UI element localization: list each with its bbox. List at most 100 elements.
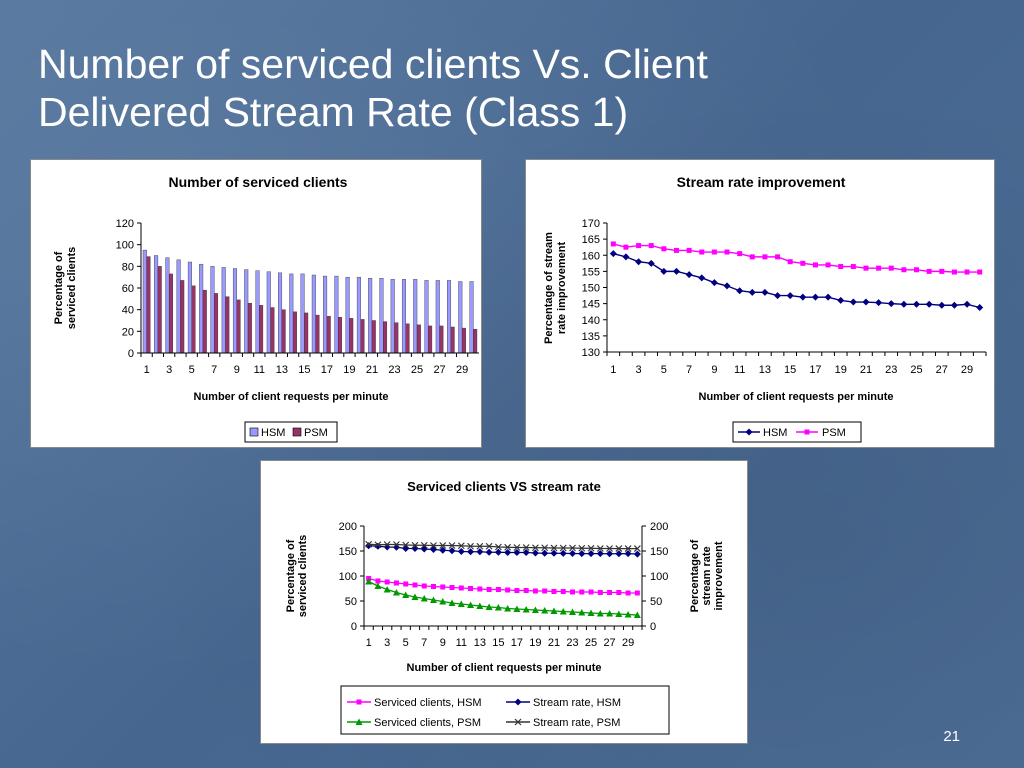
- bar-psm-1: [146, 256, 151, 354]
- point-serviced-clients-psm-4: [392, 589, 400, 596]
- x-tick-label: 19: [529, 637, 541, 649]
- point-stream-rate-psm-30: [633, 545, 641, 553]
- bar-psm-28: [450, 326, 455, 354]
- bar-psm-15: [304, 312, 309, 354]
- bar-psm-22: [383, 321, 388, 354]
- bar-psm-16: [315, 314, 320, 354]
- bar-hsm-21: [368, 278, 373, 354]
- point-stream-rate-psm-28: [615, 545, 623, 553]
- bar-hsm-30: [469, 281, 474, 354]
- point-stream-rate-hsm-21: [550, 549, 558, 557]
- point-stream-rate-psm-24: [578, 544, 586, 552]
- point-stream-rate-hsm-18: [522, 549, 530, 556]
- bar-hsm-12: [266, 271, 271, 354]
- y-axis-right-title-line-3: improvement: [713, 541, 725, 610]
- x-tick-label: 1: [610, 364, 616, 376]
- serviced-clients-chart-panel: Number of serviced clients Number of cli…: [30, 159, 482, 448]
- slide-number: 21: [943, 728, 960, 745]
- point-serviced-clients-hsm-11: [458, 585, 464, 591]
- y-axis-title-line-2: serviced clients: [66, 247, 78, 330]
- x-tick-label: 29: [622, 637, 634, 649]
- bar-psm-7: [214, 293, 219, 354]
- point-hsm-11: [736, 287, 744, 295]
- point-hsm-10: [723, 282, 731, 290]
- chart-title: Stream rate improvement: [677, 174, 846, 190]
- legend: HSM PSM: [244, 421, 338, 443]
- x-tick-label: 29: [961, 364, 973, 376]
- point-hsm-9: [710, 279, 718, 287]
- x-tick-label: 23: [566, 637, 578, 649]
- bar-psm-29: [461, 327, 466, 354]
- series-line-serviced-clients-psm: [368, 580, 638, 616]
- legend-marker-hsm: [745, 428, 753, 436]
- y-right-tick-label: 100: [650, 571, 668, 583]
- point-serviced-clients-hsm-17: [514, 588, 520, 593]
- point-hsm-12: [748, 288, 756, 296]
- bar-hsm-3: [165, 257, 170, 354]
- y-axis-right-title-line-1: Percentage of: [689, 539, 701, 612]
- y-tick-label: 140: [582, 315, 600, 327]
- x-tick-label: 21: [366, 364, 378, 376]
- point-serviced-clients-psm-2: [374, 582, 382, 589]
- y-tick-label: 120: [116, 218, 134, 230]
- point-serviced-clients-psm-8: [430, 596, 437, 603]
- point-stream-rate-psm-22: [559, 544, 567, 552]
- point-serviced-clients-hsm-26: [597, 590, 603, 595]
- point-serviced-clients-hsm-24: [579, 589, 585, 595]
- point-hsm-7: [685, 271, 693, 279]
- point-stream-rate-psm-7: [420, 541, 428, 549]
- point-stream-rate-psm-9: [439, 542, 447, 549]
- point-psm-11: [737, 251, 743, 257]
- point-serviced-clients-psm-26: [596, 610, 604, 617]
- bar-psm-25: [416, 324, 421, 354]
- point-hsm-19: [837, 296, 845, 304]
- y-tick-label: 155: [582, 266, 600, 278]
- point-stream-rate-psm-26: [596, 545, 604, 552]
- point-stream-rate-psm-14: [485, 542, 493, 550]
- point-hsm-30: [976, 303, 984, 311]
- point-serviced-clients-psm-29: [624, 611, 632, 618]
- bar-hsm-4: [176, 259, 181, 354]
- point-hsm-15: [786, 292, 794, 300]
- point-stream-rate-hsm-13: [476, 548, 484, 556]
- point-stream-rate-psm-8: [430, 542, 437, 549]
- point-hsm-6: [672, 267, 680, 275]
- point-hsm-16: [799, 293, 807, 301]
- point-serviced-clients-hsm-2: [375, 578, 381, 584]
- point-serviced-clients-psm-28: [615, 610, 623, 617]
- bar-hsm-5: [187, 261, 192, 354]
- serviced-vs-stream-chart-panel: Serviced clients VS stream rate Number o…: [260, 460, 748, 744]
- point-serviced-clients-hsm-28: [616, 590, 622, 595]
- point-hsm-5: [660, 267, 668, 275]
- point-stream-rate-psm-6: [411, 541, 419, 549]
- point-stream-rate-hsm-2: [374, 542, 382, 550]
- bar-hsm-9: [232, 268, 237, 354]
- bar-psm-19: [349, 318, 354, 354]
- x-tick-label: 7: [211, 364, 217, 376]
- point-hsm-8: [698, 274, 706, 282]
- stream-rate-chart-panel: Stream rate improvement Number of client…: [525, 159, 995, 448]
- point-stream-rate-hsm-1: [365, 542, 373, 550]
- point-serviced-clients-psm-11: [457, 600, 465, 607]
- x-tick-label: 17: [321, 364, 333, 376]
- bar-hsm-26: [424, 280, 429, 354]
- point-psm-10: [724, 249, 730, 255]
- point-hsm-24: [900, 300, 908, 308]
- bar-hsm-17: [323, 275, 328, 354]
- point-serviced-clients-psm-3: [383, 586, 391, 593]
- point-stream-rate-psm-25: [587, 544, 595, 552]
- point-serviced-clients-hsm-15: [495, 587, 501, 592]
- point-stream-rate-psm-12: [467, 542, 474, 550]
- y-tick-label: 165: [582, 234, 600, 246]
- x-tick-label: 13: [276, 364, 288, 376]
- x-tick-label: 15: [298, 364, 310, 376]
- bar-psm-27: [439, 325, 444, 354]
- y-axis-title-line-1: Percentage of: [53, 251, 65, 324]
- x-tick-label: 19: [835, 364, 847, 376]
- bar-psm-12: [270, 307, 275, 354]
- point-serviced-clients-psm-5: [402, 591, 410, 598]
- point-stream-rate-psm-23: [569, 544, 576, 552]
- series-line-hsm: [613, 252, 980, 309]
- bar-psm-2: [157, 266, 162, 354]
- x-tick-label: 27: [603, 637, 615, 649]
